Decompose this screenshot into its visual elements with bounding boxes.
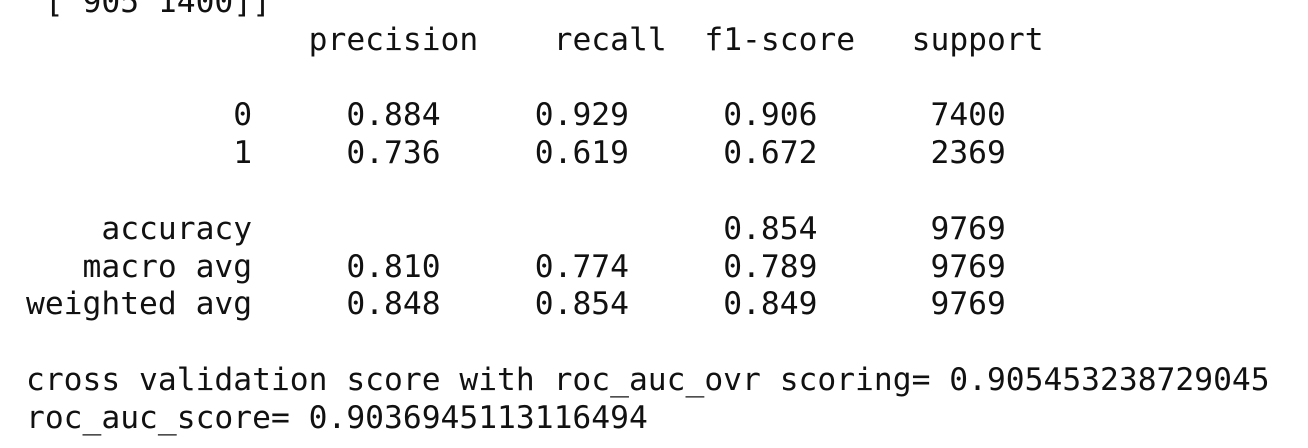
summary-precision <box>252 211 440 247</box>
summary-support: 9769 <box>817 210 1006 247</box>
summary-support: 9769 <box>817 286 1006 323</box>
row-label: 0 <box>26 97 253 134</box>
row-label: 1 <box>26 135 253 172</box>
row-precision: 0.736 <box>252 135 441 172</box>
summary-precision: 0.848 <box>252 286 441 323</box>
header-f1-score: f1-score <box>704 21 856 58</box>
blank-line <box>26 173 1270 211</box>
summary-recall: 0.854 <box>440 286 629 323</box>
row-support: 7400 <box>817 97 1006 134</box>
row-support: 2369 <box>817 135 1006 172</box>
report-header-row: precision recall f1-score support <box>26 22 1270 60</box>
summary-recall <box>441 211 629 247</box>
header-recall: recall <box>553 21 667 58</box>
truncated-matrix-line: [ 905 1400]] <box>26 0 271 20</box>
blank-line <box>26 60 1270 98</box>
summary-label: macro avg <box>26 248 253 285</box>
summary-row-macro-avg: macro avg 0.810 0.774 0.789 9769 <box>26 249 1270 287</box>
summary-label: weighted avg <box>26 286 253 323</box>
table-row: 0 0.884 0.929 0.906 7400 <box>26 97 1270 135</box>
row-precision: 0.884 <box>252 97 441 134</box>
summary-f1-score: 0.849 <box>628 286 818 323</box>
header-support: support <box>911 21 1044 58</box>
roc-auc-line: roc_auc_score= 0.9036945113116494 <box>26 399 648 436</box>
summary-label: accuracy <box>26 210 253 247</box>
row-recall: 0.619 <box>440 135 629 172</box>
summary-row-weighted-avg: weighted avg 0.848 0.854 0.849 9769 <box>26 286 1270 324</box>
row-recall: 0.929 <box>440 97 629 134</box>
summary-recall: 0.774 <box>440 248 629 285</box>
header-precision: precision <box>308 21 479 58</box>
blank-line <box>26 324 1270 362</box>
cross-validation-line: cross validation score with roc_auc_ovr … <box>26 361 1270 398</box>
summary-precision: 0.810 <box>252 248 441 285</box>
summary-f1-score: 0.789 <box>628 248 818 285</box>
classification-report-output: [ 905 1400]] precision recall f1-score s… <box>26 0 1270 438</box>
row-f1-score: 0.906 <box>628 97 818 134</box>
summary-support: 9769 <box>817 248 1006 285</box>
summary-f1-score: 0.854 <box>628 210 818 247</box>
table-row: 1 0.736 0.619 0.672 2369 <box>26 135 1270 173</box>
summary-row-accuracy: accuracy 0.854 9769 <box>26 211 1270 249</box>
row-f1-score: 0.672 <box>628 135 818 172</box>
